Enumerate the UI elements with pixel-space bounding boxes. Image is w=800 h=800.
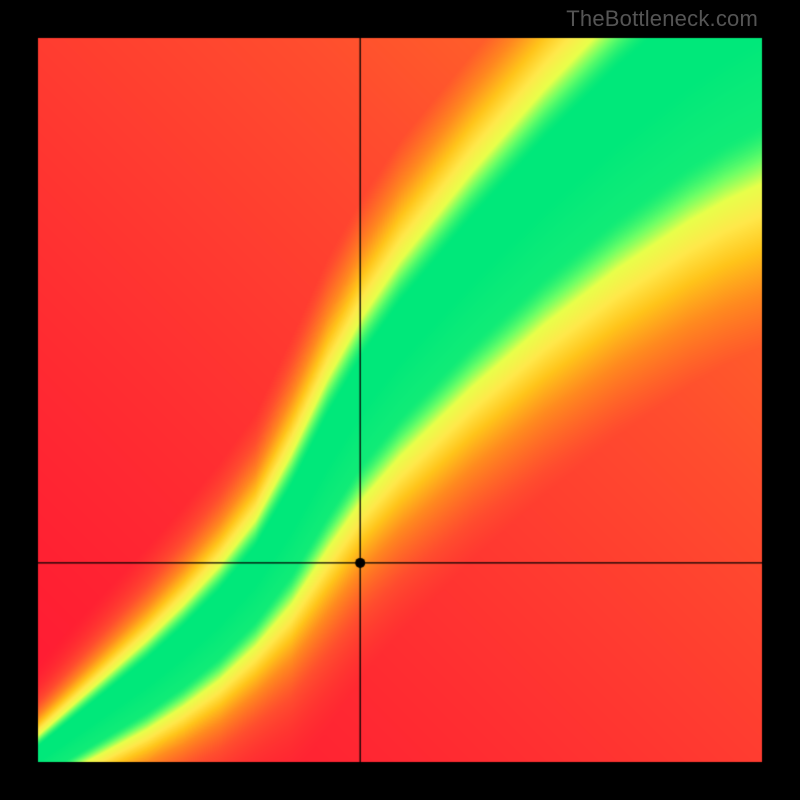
watermark-text: TheBottleneck.com	[566, 6, 758, 32]
heatmap-canvas	[0, 0, 800, 800]
